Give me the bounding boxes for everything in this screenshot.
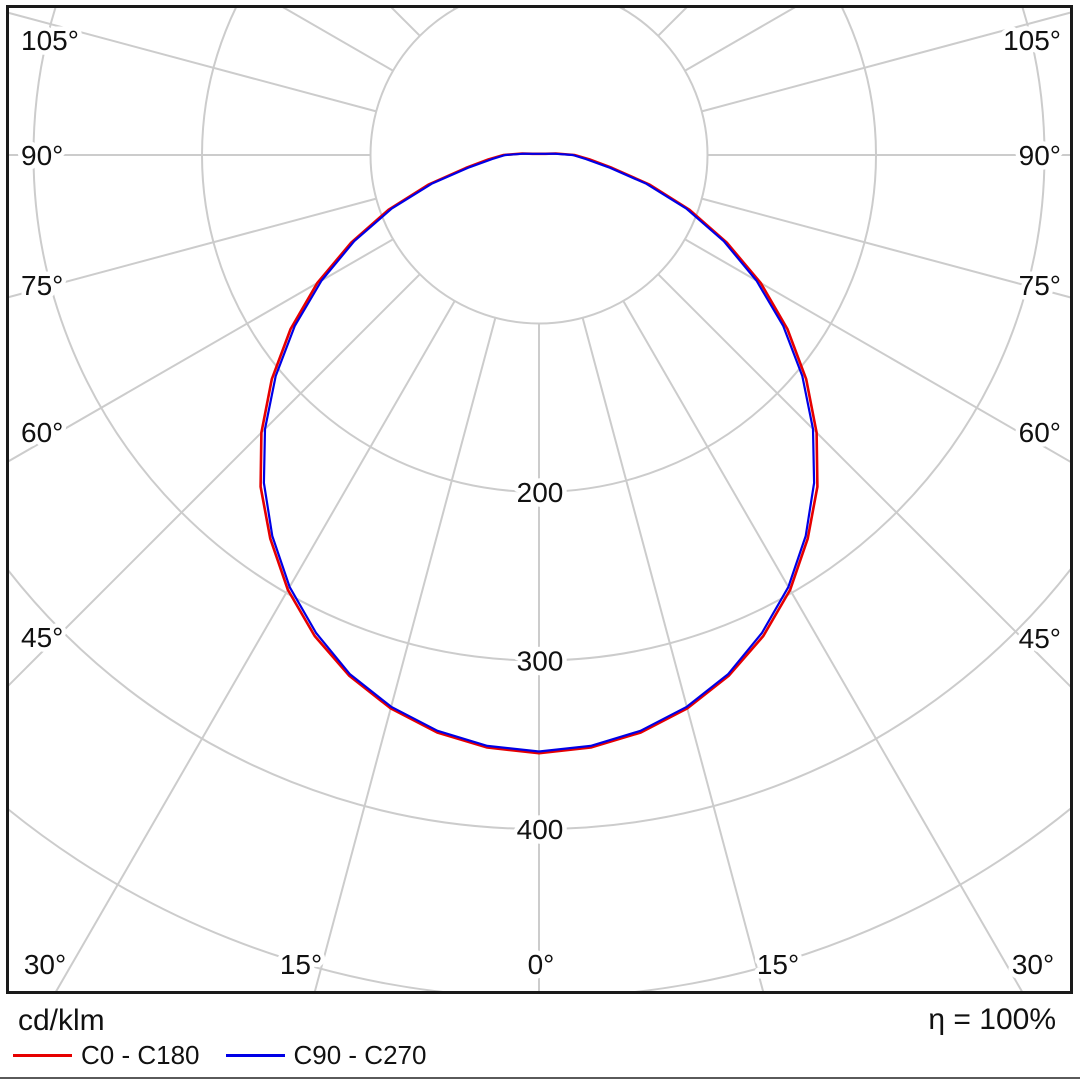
angle-gridline: [701, 11, 1071, 113]
angle-label-bottom: 0°: [528, 949, 555, 980]
angle-label-bottom: 15°: [280, 949, 322, 980]
angle-gridline: [581, 317, 765, 992]
ring-value-label: 300: [517, 646, 564, 677]
angle-gridline: [701, 197, 1071, 299]
angle-gridline: [684, 238, 1071, 464]
legend-label-c90: C90 - C270: [293, 1040, 427, 1070]
legend: C0 - C180 C90 - C270: [13, 1042, 426, 1068]
legend-item-c90: C90 - C270: [225, 1040, 427, 1070]
curves: [259, 152, 819, 755]
angle-label-left: 60°: [21, 417, 63, 448]
ring-gridline: [201, 7, 877, 493]
efficiency-label: η = 100%: [928, 1003, 1056, 1036]
ring-value-label: 200: [517, 477, 564, 508]
c0-line-swatch: [13, 1053, 72, 1057]
legend-item-c0: C0 - C180: [13, 1042, 200, 1068]
ring-gridline: [369, 7, 709, 325]
angle-gridline: [54, 300, 456, 992]
angle-label-right: 60°: [1019, 417, 1061, 448]
axis-labels: 200 300 400 105° 90° 75° 60° 45° 105° 90° 75° 60° 45…: [17, 21, 1066, 985]
angle-gridline: [313, 317, 497, 992]
angle-label-left: 90°: [21, 140, 63, 171]
page-bottom-border: [0, 1077, 1080, 1079]
angle-label-left: 105°: [21, 25, 79, 56]
angle-label-bottom: 30°: [1012, 949, 1054, 980]
ring-gridline: [32, 7, 1046, 662]
angle-label-right: 45°: [1019, 623, 1061, 654]
plot-frame: [6, 5, 1073, 994]
ring-gridline: [8, 567, 1071, 830]
unit-label: cd/klm: [18, 1004, 105, 1037]
angle-gridline: [622, 300, 1024, 992]
angle-gridline: [8, 238, 394, 463]
angle-label-left: 75°: [21, 270, 63, 301]
curve-c90-c270: [262, 152, 816, 753]
angle-gridline: [8, 11, 377, 113]
angle-label-bottom: 15°: [757, 949, 799, 980]
angle-label-bottom: 30°: [24, 949, 66, 980]
angle-label-left: 45°: [21, 622, 63, 653]
c90-line-swatch: [225, 1053, 285, 1057]
angle-label-right: 105°: [1003, 25, 1061, 56]
ring-value-label: 400: [517, 814, 564, 845]
angle-gridline: [8, 197, 377, 299]
angle-label-right: 75°: [1019, 270, 1061, 301]
legend-label-c0: C0 - C180: [81, 1040, 200, 1070]
angle-label-right: 90°: [1019, 140, 1061, 171]
